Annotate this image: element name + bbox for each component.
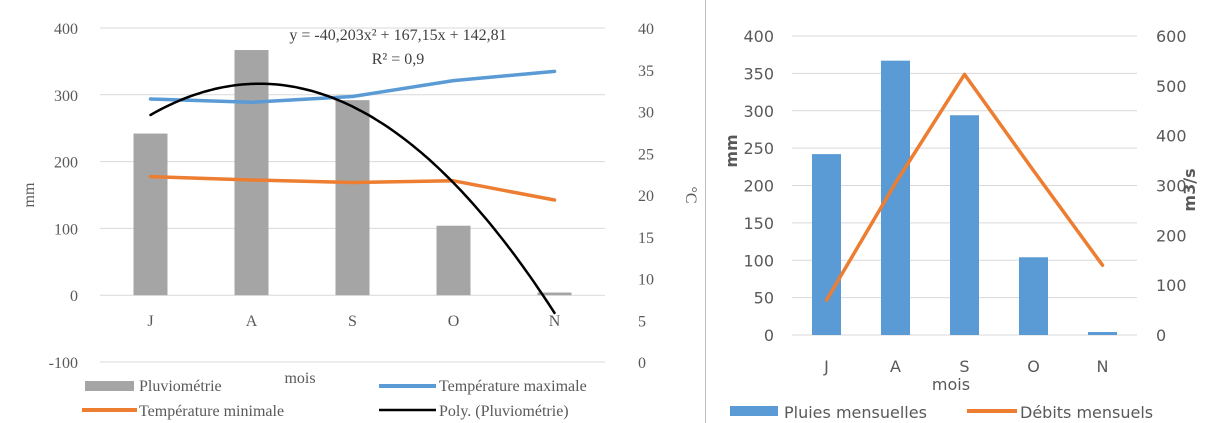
left-y2tick-label: 0 — [638, 355, 646, 372]
right-y2tick-label: 500 — [1156, 77, 1187, 96]
right-legend-label-pluies-mensuelles: Pluies mensuelles — [784, 403, 927, 422]
left-y2tick-label: 15 — [638, 230, 654, 247]
left-y2tick-label: 10 — [638, 272, 654, 289]
chart-pluies-debits: 0 50 100 150 200 250 300 350 400 0 100 200 300 400 500… — [707, 0, 1205, 423]
left-y2-axis-title: °C — [682, 186, 699, 203]
right-bar-pluies-mensuelles — [812, 154, 841, 335]
left-ytick-label: 100 — [54, 221, 78, 238]
left-legend-label-pluviometrie: Pluviométrie — [139, 378, 222, 395]
left-category-label: N — [549, 313, 561, 330]
left-legend-label-poly: Poly. (Pluviométrie) — [439, 403, 569, 420]
left-ytick-label: 300 — [54, 88, 78, 105]
left-y2tick-label: 5 — [638, 313, 646, 330]
left-y-axis-title: mm — [21, 182, 38, 207]
right-y2tick-label: 600 — [1156, 27, 1187, 46]
right-category-label: N — [1097, 357, 1109, 376]
right-ytick-label: 250 — [743, 139, 774, 158]
right-ytick-label: 50 — [754, 289, 774, 308]
right-category-label: O — [1027, 357, 1040, 376]
right-category-label: A — [890, 357, 901, 376]
left-y2tick-label: 40 — [638, 21, 654, 38]
left-legend-swatch-pluviometrie — [85, 381, 134, 391]
right-legend-swatch-pluies-mensuelles — [730, 406, 778, 416]
left-legend-label-temperature-maximale: Température maximale — [439, 378, 587, 395]
left-ytick-label: 200 — [54, 155, 78, 172]
left-ytick-label: 0 — [70, 288, 78, 305]
left-category-label: J — [147, 313, 153, 330]
left-line-temperature-minimale — [148, 174, 557, 202]
right-ytick-label: 400 — [743, 27, 774, 46]
left-legend-label-temperature-minimale: Température minimale — [139, 403, 284, 420]
right-ytick-label: 150 — [743, 214, 774, 233]
left-y2tick-label: 30 — [638, 105, 654, 122]
left-trendline — [149, 82, 556, 315]
right-bar-pluies-mensuelles — [950, 115, 979, 335]
left-bar-pluviometrie — [436, 225, 471, 296]
left-bar-pluviometrie — [335, 100, 370, 296]
right-bar-pluies-mensuelles — [1088, 332, 1117, 335]
left-category-label: A — [246, 313, 258, 330]
right-legend-label-debits-mensuels: Débits mensuels — [1020, 403, 1153, 422]
right-bar-pluies-mensuelles — [1019, 257, 1048, 335]
right-y2tick-label: 300 — [1156, 177, 1187, 196]
right-ytick-label: 100 — [743, 251, 774, 270]
right-line-debits-mensuels — [824, 72, 1105, 302]
right-y-axis-title: mm — [722, 134, 741, 167]
right-x-axis-title: mois — [932, 375, 970, 394]
right-category-label: S — [959, 357, 969, 376]
right-ytick-label: 350 — [743, 64, 774, 83]
left-category-label: S — [348, 313, 357, 330]
chart-right-svg: 0 50 100 150 200 250 300 350 400 0 100 200 300 400 500… — [722, 27, 1199, 422]
right-ytick-label: 200 — [743, 177, 774, 196]
right-y2tick-label: 400 — [1156, 127, 1187, 146]
left-trend-r2: R² = 0,9 — [372, 51, 425, 68]
left-trend-equation: y = -40,203x² + 167,15x + 142,81 — [289, 27, 506, 44]
left-category-label: O — [448, 313, 460, 330]
left-bar-pluviometrie — [133, 133, 168, 296]
left-bar-pluviometrie — [537, 292, 572, 296]
left-bar-pluviometrie — [234, 50, 269, 296]
right-y2tick-label: 100 — [1156, 276, 1187, 295]
left-y2tick-label: 25 — [638, 146, 654, 163]
left-line-temperature-maximale — [148, 69, 557, 105]
right-category-label: J — [823, 357, 829, 376]
right-ytick-label: 0 — [764, 326, 774, 345]
right-y2tick-label: 0 — [1156, 326, 1166, 345]
right-ytick-label: 300 — [743, 102, 774, 121]
right-y2-axis-title: m3/s — [1180, 168, 1199, 211]
chart-left-svg: -100 0 100 200 300 400 0 5 10 15 20 25 30 35 40 J A S O Ny … — [21, 21, 699, 420]
left-y2tick-label: 35 — [638, 63, 654, 80]
right-y2tick-label: 200 — [1156, 226, 1187, 245]
left-ytick-label: -100 — [49, 355, 78, 372]
left-ytick-label: 400 — [54, 21, 78, 38]
left-x-axis-title: mois — [284, 370, 315, 387]
left-y2tick-label: 20 — [638, 188, 654, 205]
